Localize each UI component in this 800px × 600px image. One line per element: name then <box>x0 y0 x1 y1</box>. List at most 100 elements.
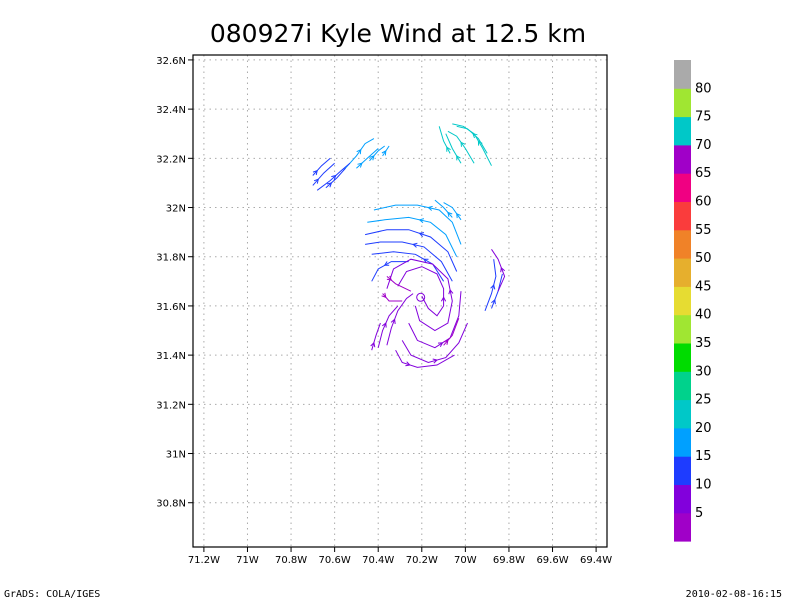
streamline-arrow <box>440 296 447 302</box>
colorbar-label: 40 <box>695 308 712 323</box>
streamline-arrow <box>427 205 433 211</box>
streamline <box>367 216 458 257</box>
colorbar-swatch <box>674 314 691 344</box>
y-tick-label: 32.2N <box>156 154 186 165</box>
streamline <box>438 126 451 154</box>
streamline <box>371 251 445 282</box>
streamline-eye-marker <box>416 292 426 302</box>
colorbar-label: 45 <box>695 279 712 294</box>
streamline <box>386 258 453 332</box>
x-tick-label: 70.8W <box>275 555 307 566</box>
colorbar-swatch <box>674 88 691 118</box>
colorbar-swatch <box>674 173 691 202</box>
colorbar-label: 30 <box>695 364 712 379</box>
streamline-arrow <box>437 342 444 348</box>
streamline-arrow <box>472 132 478 139</box>
streamline-arrow <box>423 258 429 264</box>
y-tick-label: 30.8N <box>156 499 186 510</box>
colorbar-label: 75 <box>695 110 712 125</box>
y-axis: 30.8N 31N 31.2N 31.4N 31.6N 31.8N 32N 32.2N 32.4… <box>156 56 193 510</box>
colorbar: 5 10 15 20 25 30 35 40 45 50 55 60 65 70 75 80 <box>674 60 712 542</box>
streamline <box>316 162 351 191</box>
y-tick-label: 31.6N <box>156 302 186 313</box>
streamline-arrow <box>356 148 362 155</box>
y-tick-label: 32.6N <box>156 56 186 67</box>
streamline-arrow <box>432 358 438 364</box>
x-tick-label: 70.6W <box>319 555 351 566</box>
x-tick-label: 69.4W <box>580 555 612 566</box>
streamline-arrow <box>418 218 425 224</box>
streamline <box>312 162 335 186</box>
x-tick-label: 70.4W <box>362 555 394 566</box>
streamline <box>445 133 462 164</box>
y-tick-label: 31.8N <box>156 253 186 264</box>
streamline-arrow <box>381 150 387 156</box>
colorbar-swatch <box>674 456 691 485</box>
streamline-arrow <box>412 242 418 248</box>
colorbar-swatch <box>674 286 691 316</box>
colorbar-swatch <box>674 484 691 514</box>
colorbar-swatch <box>674 399 691 429</box>
colorbar-label: 50 <box>695 251 712 266</box>
streamline-arrow <box>460 141 466 147</box>
streamline-arrow <box>405 361 411 367</box>
streamline <box>484 259 497 311</box>
colorbar-label: 80 <box>695 81 712 96</box>
y-tick-label: 32N <box>166 204 186 215</box>
x-axis: 71.2W 71W 70.8W 70.6W 70.4W 70.2W 70W 69.8W 69.6… <box>188 547 612 566</box>
colorbar-swatch <box>674 343 691 372</box>
colorbar-swatch <box>674 60 691 89</box>
y-tick-label: 31N <box>166 450 186 461</box>
colorbar-label: 15 <box>695 449 712 464</box>
x-tick-label: 71.2W <box>188 555 220 566</box>
x-tick-label: 69.6W <box>536 555 568 566</box>
x-tick-label: 70W <box>454 555 477 566</box>
colorbar-swatch <box>674 512 691 542</box>
streamline-arrow <box>500 266 506 273</box>
streamline-arrow <box>326 182 333 188</box>
streamline-arrow <box>490 283 496 290</box>
streamline <box>312 157 331 176</box>
colorbar-label: 35 <box>695 336 712 351</box>
colorbar-swatch <box>674 229 691 259</box>
streamline <box>434 199 453 218</box>
streamline-arrow <box>418 232 425 238</box>
colorbar-label: 70 <box>695 138 712 153</box>
colorbar-swatch <box>674 258 691 287</box>
streamline-arrow <box>386 275 393 281</box>
streamline-arrow <box>313 178 319 184</box>
streamline <box>491 273 503 309</box>
streamline <box>371 322 381 351</box>
y-tick-label: 32.4N <box>156 105 186 116</box>
streamline-arrow <box>370 341 376 348</box>
colorbar-label: 55 <box>695 223 712 238</box>
streamline-arrow <box>369 155 375 161</box>
streamline <box>408 291 462 349</box>
colorbar-label: 10 <box>695 478 712 493</box>
streamline-arrow <box>456 155 461 161</box>
streamline <box>369 145 386 162</box>
streamlines <box>312 123 506 368</box>
colorbar-swatch <box>674 116 691 146</box>
streamline-arrow <box>331 174 337 180</box>
colorbar-label: 65 <box>695 166 712 181</box>
x-tick-label: 69.8W <box>493 555 525 566</box>
streamline <box>382 293 403 302</box>
colorbar-swatch <box>674 201 691 231</box>
streamline-arrow <box>446 146 451 152</box>
y-tick-label: 31.2N <box>156 400 186 411</box>
colorbar-label: 20 <box>695 421 712 436</box>
streamline-arrow <box>491 298 496 305</box>
streamline-arrow <box>312 169 318 176</box>
streamline <box>356 148 379 169</box>
streamline-arrow <box>447 211 453 217</box>
streamline-arrow <box>456 212 461 219</box>
streamline <box>386 276 412 292</box>
streamline <box>443 202 462 221</box>
colorbar-swatch <box>674 427 691 457</box>
chart-title: 080927i Kyle Wind at 12.5 km <box>210 19 586 48</box>
streamline-arrow <box>383 261 390 266</box>
colorbar-swatch <box>674 144 691 174</box>
streamline <box>325 167 346 189</box>
